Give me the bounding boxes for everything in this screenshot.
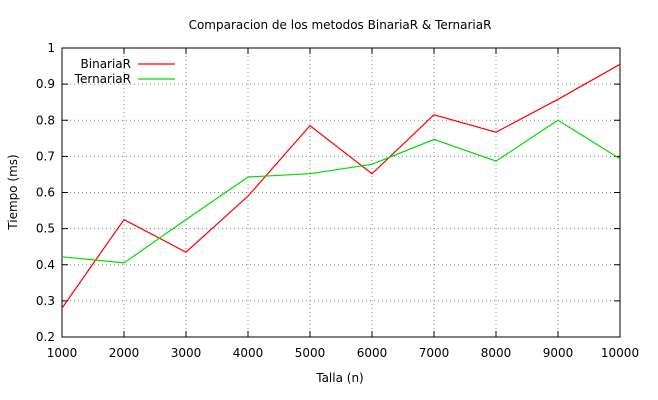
x-axis-label: Talla (n) [315,371,364,385]
x-tick-label: 9000 [543,346,574,360]
x-tick-label: 4000 [233,346,264,360]
x-tick-label: 2000 [109,346,140,360]
y-tick-label: 0.9 [36,77,55,91]
x-tick-label: 8000 [481,346,512,360]
y-tick-label: 0.2 [36,330,55,344]
series-line-ternariar [61,119,621,264]
chart-title: Comparacion de los metodos BinariaR & Te… [189,18,492,32]
y-tick-label: 0.6 [36,186,55,200]
y-tick-label: 0.3 [36,294,55,308]
legend-label: BinariaR [81,57,131,71]
grid-lines [62,48,620,337]
y-tick-label: 1 [47,41,55,55]
x-tick-label: 6000 [357,346,388,360]
series-lines [61,63,621,309]
x-tick-label: 1000 [47,346,78,360]
y-axis-label: Tiempo (ms) [6,154,20,230]
plot-frame [61,47,621,338]
y-tick-label: 0.7 [36,149,55,163]
x-tick-label: 3000 [171,346,202,360]
x-tick-label: 7000 [419,346,450,360]
y-tick-label: 0.8 [36,113,55,127]
legend-label: TernariaR [74,72,131,86]
y-tick-label: 0.5 [36,222,55,236]
axis-ticks: 1000 2000 3000 4000 5000 6000 7000 8000 9000 1000… [36,41,639,360]
series-line-binariar [61,63,621,309]
y-tick-label: 0.4 [36,258,55,272]
x-tick-label: 5000 [295,346,326,360]
x-tick-label: 10000 [601,346,639,360]
